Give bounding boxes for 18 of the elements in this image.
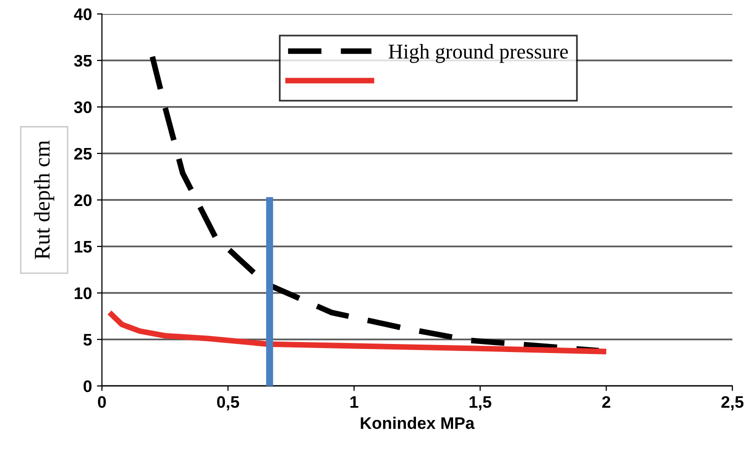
legend-label: High ground pressure <box>388 44 568 63</box>
x-tick-label: 2 <box>602 396 610 408</box>
y-tick-label: 0 <box>84 380 92 392</box>
y-tick-label: 5 <box>83 334 92 346</box>
y-tick-label: 40 <box>74 8 92 20</box>
x-tick-label: 0,5 <box>217 396 240 410</box>
x-tick-label: 1,5 <box>470 396 492 410</box>
x-axis-title: Konindex MPa <box>360 416 475 430</box>
y-tick-label: 25 <box>74 148 92 160</box>
y-tick-label: 10 <box>74 287 92 300</box>
x-tick-label: 1 <box>350 396 358 408</box>
y-tick-label: 30 <box>74 101 92 114</box>
y-axis-title: Rut depth cm <box>34 140 54 260</box>
y-tick-label: 20 <box>74 194 92 206</box>
x-tick-label: 2,5 <box>721 396 744 410</box>
y-tick-label: 35 <box>74 54 92 67</box>
x-tick-label: 0 <box>98 396 106 408</box>
y-tick-label: 15 <box>74 241 92 253</box>
